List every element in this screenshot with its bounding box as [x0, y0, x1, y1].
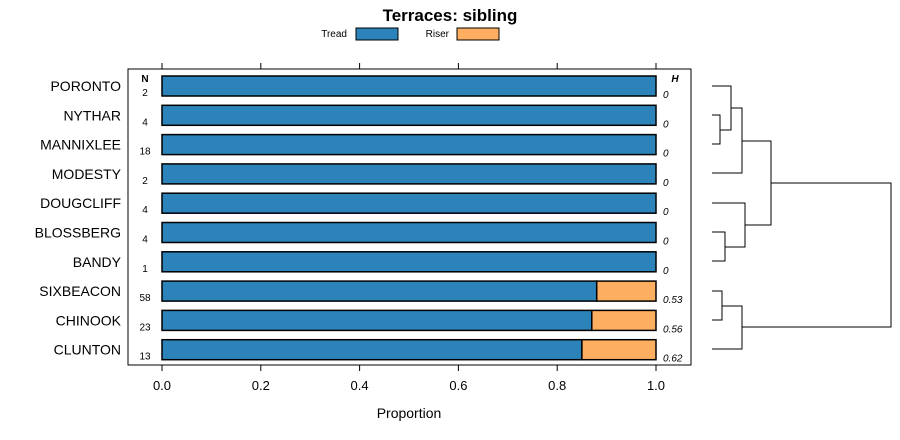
bar-tread [161, 280, 598, 302]
h-value: 0 [663, 119, 669, 130]
category-label: MODESTY [52, 166, 122, 182]
chart-title: Terraces: sibling [383, 6, 518, 25]
h-value: 0.53 [663, 295, 683, 306]
bar-tread [161, 133, 657, 156]
dendrogram-branch [742, 140, 772, 226]
bar-tread [161, 192, 657, 214]
category-label: NYTHAR [63, 107, 121, 123]
row-poronto: PORONTO 2 0 [50, 75, 669, 101]
h-value: 0 [663, 266, 669, 277]
n-value: 58 [139, 293, 151, 304]
dendrogram-branch [712, 202, 746, 248]
n-value: 13 [139, 352, 151, 363]
x-tick-label: 0.2 [252, 378, 270, 393]
bar-tread [161, 251, 657, 273]
legend-label-tread: Tread [321, 29, 347, 40]
bar-riser [591, 309, 657, 332]
n-value: 2 [142, 88, 148, 99]
bar-tread [161, 221, 657, 244]
category-label: PORONTO [50, 78, 121, 94]
bar-riser [595, 280, 657, 302]
dendrogram [712, 85, 892, 350]
row-mannixlee: MANNIXLEE 18 0 [40, 133, 669, 160]
category-label: MANNIXLEE [40, 137, 121, 153]
n-value: 2 [142, 176, 148, 187]
legend-swatch-tread [355, 27, 399, 41]
row-sixbeacon: SIXBEACON 58 0.53 [39, 280, 683, 306]
category-label: CLUNTON [54, 342, 121, 358]
n-value: 4 [142, 235, 148, 246]
x-tick-label: 0.4 [351, 378, 369, 393]
n-value: 18 [139, 147, 151, 158]
dendrogram-branch [712, 107, 743, 174]
h-value: 0.62 [663, 354, 683, 365]
h-value: 0 [663, 90, 669, 101]
row-dougcliff: DOUGCLIFF 4 0 [40, 192, 669, 218]
dendrogram-branch [742, 182, 892, 328]
dendrogram-branch [712, 305, 743, 350]
bar-tread [161, 163, 657, 185]
n-value: 4 [142, 205, 148, 216]
category-label: CHINOOK [56, 312, 122, 328]
x-axis-title: Proportion [377, 405, 442, 421]
h-column-header: H [671, 74, 679, 85]
dendrogram-branch [712, 85, 732, 131]
category-label: DOUGCLIFF [40, 195, 121, 211]
category-label: BLOSSBERG [35, 225, 121, 241]
bar-tread [161, 309, 593, 332]
row-nythar: NYTHAR 4 0 [63, 104, 669, 130]
category-label: BANDY [73, 254, 122, 270]
legend-swatch-riser [456, 27, 500, 41]
x-tick-label: 0.0 [153, 378, 171, 393]
row-bandy: BANDY 1 0 [73, 251, 669, 277]
dendrogram-branch [712, 290, 723, 321]
x-tick-label: 1.0 [647, 378, 665, 393]
bar-tread [161, 75, 657, 97]
h-value: 0.56 [663, 324, 683, 335]
n-value: 23 [139, 322, 151, 333]
x-axis: 0.0 0.2 0.4 0.6 0.8 1.0 [153, 63, 665, 393]
h-value: 0 [663, 178, 669, 189]
bar-tread [161, 104, 657, 127]
row-chinook: CHINOOK 23 0.56 [56, 309, 683, 335]
row-clunton: CLUNTON 13 0.62 [54, 338, 683, 365]
legend-label-riser: Riser [426, 29, 450, 40]
row-modesty: MODESTY 2 0 [52, 163, 669, 189]
h-value: 0 [663, 207, 669, 218]
n-value: 4 [142, 117, 148, 128]
n-value: 1 [142, 264, 148, 275]
n-column-header: N [141, 74, 148, 85]
h-value: 0 [663, 149, 669, 160]
h-value: 0 [663, 237, 669, 248]
row-blossberg: BLOSSBERG 4 0 [35, 221, 669, 248]
bar-tread [161, 338, 583, 361]
dendrogram-branch [712, 231, 726, 262]
x-tick-label: 0.8 [548, 378, 566, 393]
x-tick-label: 0.6 [449, 378, 467, 393]
legend: Tread Riser [321, 27, 500, 41]
dendrogram-branch [712, 114, 721, 145]
plot-frame [127, 68, 692, 366]
bar-riser [581, 338, 657, 361]
category-label: SIXBEACON [39, 283, 121, 299]
